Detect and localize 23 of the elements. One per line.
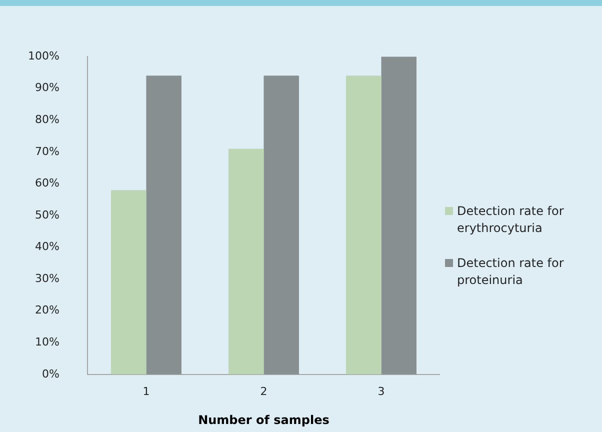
x-axis-title: Number of samples [198,412,330,427]
y-tick-label: 100% [28,49,60,62]
y-tick-label: 80% [34,113,60,126]
y-tick-label: 30% [34,272,60,285]
y-tick-label: 10% [34,335,60,348]
bar [110,190,146,374]
legend-label: Detection rate for proteinuria [457,255,565,289]
y-tick-label: 20% [34,304,60,317]
bar [264,76,299,374]
x-tick-label: 2 [260,384,268,398]
bar [146,76,182,374]
y-tick-label: 70% [34,144,60,158]
bar [346,76,382,374]
y-tick-label: 60% [34,176,60,190]
legend-label: Detection rate for erythrocyturia [457,203,565,237]
y-tick-label: 90% [34,81,60,94]
x-tick-label: 3 [378,384,385,398]
y-tick-label: 40% [34,240,60,254]
y-tick-label: 0% [42,367,60,380]
bar [228,148,264,374]
bar [381,56,416,374]
y-tick-label: 50% [34,208,60,222]
x-tick-label: 1 [142,384,150,398]
